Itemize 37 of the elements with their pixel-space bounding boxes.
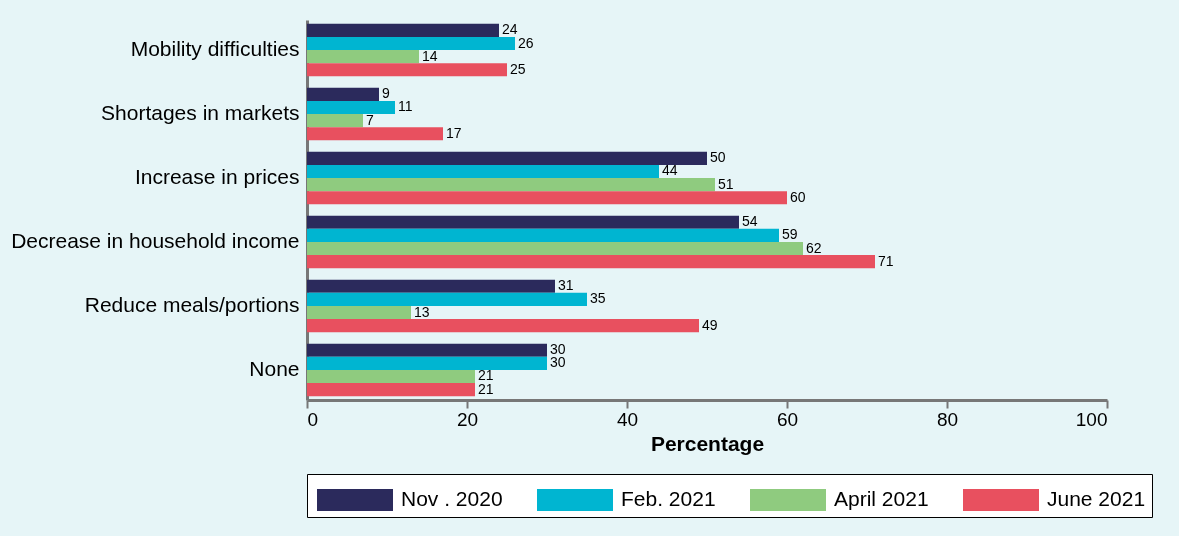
legend-label: Feb. 2021 — [621, 487, 716, 510]
x-tick-label: 0 — [307, 408, 319, 430]
data-label: 54 — [742, 213, 758, 230]
data-label: 7 — [366, 111, 374, 128]
y-tick-label: Shortages in markets — [101, 101, 300, 125]
x-axis-title: Percentage — [650, 431, 765, 455]
data-label: 59 — [782, 226, 798, 243]
data-label: 25 — [510, 60, 526, 77]
data-label: 14 — [422, 47, 438, 64]
x-tick-label: 60 — [776, 408, 799, 430]
data-label: 62 — [806, 239, 822, 256]
data-label: 51 — [718, 175, 734, 192]
y-tick-label: Decrease in household income — [11, 228, 300, 252]
data-label: 35 — [590, 290, 606, 307]
legend-label: June 2021 — [1047, 487, 1146, 510]
y-tick-label: Reduce meals/portions — [84, 292, 300, 316]
legend-label: April 2021 — [834, 487, 929, 510]
data-label: 50 — [710, 149, 726, 166]
data-label: 9 — [382, 85, 390, 102]
data-label: 13 — [414, 303, 430, 320]
data-label: 60 — [790, 188, 806, 205]
data-label: 71 — [878, 252, 894, 269]
legend-label: Nov . 2020 — [401, 487, 503, 510]
data-label: 11 — [398, 98, 413, 115]
data-label: 24 — [502, 21, 518, 38]
x-tick-label: 40 — [616, 408, 639, 430]
data-label: 31 — [558, 277, 574, 294]
data-label: 26 — [518, 34, 534, 51]
x-tick-label: 100 — [1075, 408, 1108, 430]
x-tick-label: 80 — [936, 408, 959, 430]
y-tick-label: None — [249, 356, 300, 380]
y-tick-label: Mobility difficulties — [130, 37, 300, 61]
x-tick-label: 20 — [456, 408, 479, 430]
data-label: 17 — [446, 124, 462, 141]
data-label: 44 — [662, 162, 678, 179]
data-label: 49 — [702, 316, 718, 333]
y-tick-label: Increase in prices — [134, 165, 300, 189]
